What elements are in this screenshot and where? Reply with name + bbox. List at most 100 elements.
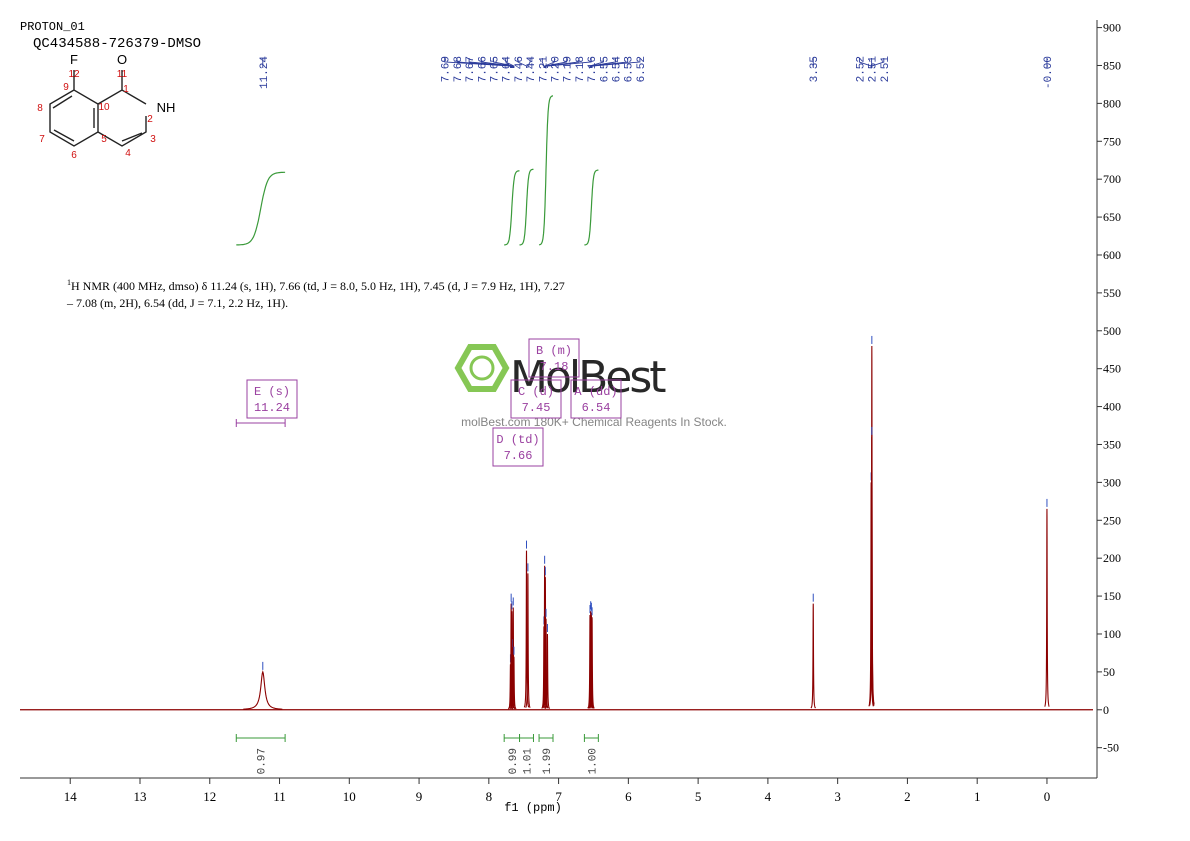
- integral-label: 0.99: [508, 748, 520, 774]
- integral-curve: [584, 169, 599, 246]
- integral-range: [538, 734, 554, 742]
- x-tick-label: 3: [834, 789, 841, 804]
- atom-number: 7: [39, 134, 45, 145]
- y-tick-label: 850: [1103, 58, 1121, 72]
- peak-leader: [590, 58, 629, 68]
- x-tick-label: 12: [203, 789, 216, 804]
- atom-number: 8: [37, 103, 43, 114]
- peak: [525, 573, 531, 708]
- peak-leader: [505, 58, 515, 68]
- y-tick-label: 400: [1103, 400, 1121, 414]
- multiplet-range: [235, 419, 286, 427]
- peak: [544, 633, 551, 709]
- peak-leader: [590, 58, 616, 68]
- peak: [523, 550, 530, 708]
- integral-label: 1.99: [542, 748, 554, 774]
- peak-label: 7.44: [526, 56, 538, 83]
- peak: [810, 603, 816, 709]
- peak-label: 6.53: [624, 56, 636, 82]
- atom-number: 10: [98, 102, 110, 113]
- multiplet-box: [528, 338, 580, 378]
- y-tick-label: -50: [1103, 741, 1119, 755]
- peak: [243, 670, 283, 710]
- peak: [588, 612, 595, 709]
- y-tick-label: 900: [1103, 21, 1121, 35]
- y-tick-label: 600: [1103, 248, 1121, 262]
- peak-leader: [456, 58, 512, 68]
- x-tick-label: 11: [273, 789, 286, 804]
- peak-leader: [589, 58, 604, 68]
- peak-leader: [480, 58, 513, 68]
- x-tick-label: 9: [416, 789, 423, 804]
- x-tick-label: 1: [974, 789, 981, 804]
- multiplet-shift: 7.18: [540, 360, 569, 374]
- peak-label: 2.52: [855, 56, 867, 82]
- logo-ring: [469, 355, 495, 381]
- peak-leader: [871, 58, 885, 68]
- peak: [543, 618, 549, 709]
- peak-label: 7.65: [490, 56, 502, 82]
- multiplet-name: E (s): [254, 385, 290, 399]
- x-tick-label: 7: [555, 789, 562, 804]
- header: QC434588-726379-DMSO: [33, 36, 201, 52]
- superscript: 1: [67, 278, 71, 287]
- multiplet-name: A (dd): [574, 385, 617, 399]
- peak-leader: [591, 58, 641, 68]
- y-tick-label: 700: [1103, 172, 1121, 186]
- peak-leader: [527, 58, 531, 68]
- y-tick-label: 100: [1103, 627, 1121, 641]
- peak-label: 7.18: [575, 56, 587, 82]
- y-tick-label: 750: [1103, 134, 1121, 148]
- peak-label: 7.66: [477, 56, 489, 82]
- peak: [869, 436, 875, 706]
- atom-label: NH: [157, 100, 176, 115]
- atom-number: 6: [71, 150, 77, 161]
- y-tick-label: 300: [1103, 475, 1121, 489]
- peak-label: -0.00: [1043, 56, 1055, 89]
- y-tick-label: 250: [1103, 513, 1121, 527]
- multiplet-shift: 7.66: [504, 449, 533, 463]
- integral-label: 0.97: [257, 748, 269, 774]
- tagline: molBest.com 180K+ Chemical Reagents In S…: [461, 415, 727, 429]
- multiplet-name: D (td): [496, 433, 539, 447]
- y-tick-label: 200: [1103, 551, 1121, 565]
- peak-label: 6.52: [636, 56, 648, 82]
- x-tick-label: 13: [133, 789, 146, 804]
- atom-number: 5: [101, 134, 107, 145]
- integral-range: [583, 734, 599, 742]
- x-axis-title: f1 (ppm): [504, 801, 562, 815]
- atom-number: 2: [147, 114, 153, 125]
- molecule: [49, 70, 147, 147]
- atom-number: 11: [117, 69, 128, 80]
- integral-curve: [236, 171, 286, 246]
- peak: [511, 656, 517, 710]
- x-tick-label: 8: [486, 789, 493, 804]
- peak-label: 7.16: [587, 56, 599, 82]
- multiplet-box: [492, 427, 544, 467]
- peak-label: 7.21: [538, 56, 550, 83]
- multiplet-shift: 6.54: [582, 401, 611, 415]
- multiplet-name: B (m): [536, 344, 572, 358]
- peak-label: 7.46: [514, 56, 526, 82]
- peak-label: 7.69: [441, 56, 453, 82]
- y-tick-label: 650: [1103, 210, 1121, 224]
- integral-curve: [519, 168, 534, 246]
- y-tick-label: 450: [1103, 362, 1121, 376]
- y-tick-label: 550: [1103, 286, 1121, 300]
- peak: [588, 611, 594, 709]
- y-tick-label: 500: [1103, 324, 1121, 338]
- x-tick-label: 5: [695, 789, 702, 804]
- peak-label: 2.51: [868, 56, 880, 83]
- peak-label: 7.67: [465, 56, 477, 82]
- y-tick-label: 150: [1103, 589, 1121, 603]
- x-tick-label: 4: [765, 789, 772, 804]
- multiplet-shift: 11.24: [254, 401, 290, 415]
- atom-label: O: [117, 52, 127, 67]
- x-tick-label: 14: [64, 789, 78, 804]
- atom-number: 1: [123, 84, 129, 95]
- peak-label: 3.35: [809, 56, 821, 82]
- integral-range: [235, 734, 286, 742]
- description: 1H NMR (400 MHz, dmso) δ 11.24 (s, 1H), …: [67, 278, 565, 293]
- logo-hexagon: [454, 344, 510, 392]
